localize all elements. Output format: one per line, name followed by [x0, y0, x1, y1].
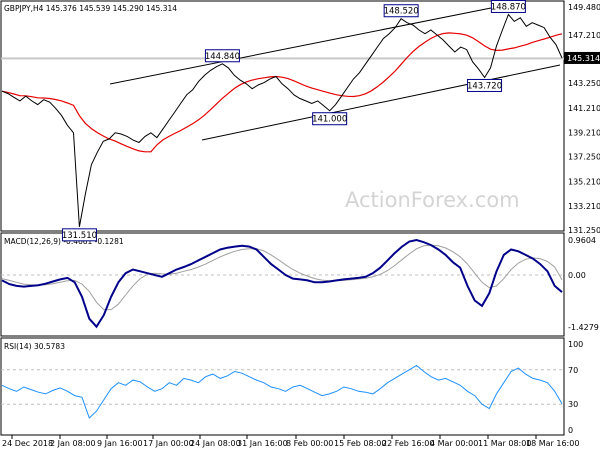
- watermark: ActionForex.com: [345, 188, 520, 212]
- macd-signal-line: [1, 244, 563, 311]
- x-tick-label: 18 Mar 16:00: [526, 439, 579, 448]
- rsi-line: [1, 364, 563, 419]
- price-panel-title: GBPJPY,H4 145.376 145.539 145.290 145.31…: [4, 4, 177, 13]
- price-annotation-label: 143.720: [467, 81, 502, 91]
- price-y-tick-label: 141.210: [568, 104, 600, 113]
- x-tick-label: 24 Dec 2018: [2, 439, 53, 448]
- price-line: [1, 13, 563, 227]
- price-annotation-label: 131.510: [62, 231, 97, 241]
- price-y-tick-label: 131.250: [568, 226, 600, 235]
- price-annotation-box: [204, 49, 240, 63]
- macd-panel-frame: [0, 232, 565, 337]
- rsi-y-tick-label: 100: [568, 340, 583, 349]
- rsi-y-tick-label: 70: [568, 366, 578, 375]
- macd-y-tick-label: -1.4279: [568, 323, 599, 332]
- price-y-tick-label: 139.210: [568, 129, 600, 138]
- price-annotation-label: 148.870: [491, 2, 526, 12]
- price-annotation-label: 148.520: [384, 7, 419, 17]
- channel-lower-line: [201, 64, 561, 141]
- x-tick-label: 8 Feb 00:00: [286, 439, 333, 448]
- x-tick-label: 24 Jan 08:00: [190, 439, 241, 448]
- rsi-panel-frame: [0, 337, 565, 436]
- price-y-tick-label: 149.480: [568, 3, 600, 12]
- x-tick-label: 31 Jan 16:00: [237, 439, 288, 448]
- x-tick-label: 9 Jan 16:00: [97, 439, 143, 448]
- price-annotation-box: [490, 0, 526, 13]
- macd-line: [1, 238, 563, 329]
- price-y-tick-label: 147.210: [568, 31, 600, 40]
- price-y-tick-label: 133.210: [568, 202, 600, 211]
- price-y-tick-label: 137.250: [568, 153, 600, 162]
- rsi-panel-title: RSI(14) 30.5783: [4, 342, 65, 351]
- channel-upper-line: [109, 6, 497, 85]
- rsi-y-tick-label: 30: [568, 400, 578, 409]
- x-tick-label: 11 Mar 08:00: [478, 439, 531, 448]
- price-annotations: 131.510 144.840 141.000 148.520 143.720 148.8…: [61, 0, 526, 242]
- x-tick-label: 2 Jan 08:00: [50, 439, 96, 448]
- price-y-tick-label: 135.210: [568, 178, 600, 187]
- price-annotation-box: [61, 228, 97, 242]
- moving-average-line: [1, 32, 563, 153]
- price-annotation-label: 141.000: [312, 115, 347, 125]
- price-annotation-label: 144.840: [205, 52, 240, 62]
- current-price-tag: [564, 51, 600, 64]
- x-tick-label: 17 Jan 00:00: [143, 439, 194, 448]
- current-price-tag-label: 145.314: [567, 54, 600, 63]
- macd-y-tick-label: 0.9604: [568, 236, 596, 245]
- price-annotation-box: [467, 78, 503, 92]
- price-annotation-box: [312, 112, 348, 126]
- x-tick-label: 22 Feb 16:00: [382, 439, 434, 448]
- x-tick-label: 4 Mar 00:00: [430, 439, 478, 448]
- macd-panel-title: MACD(12,26,9) -0.4661 -0.1281: [4, 237, 124, 246]
- price-y-tick-label: 143.250: [568, 79, 600, 88]
- price-panel-frame: [0, 0, 565, 232]
- y-axis-labels: 131.250 133.210 135.210 137.250 139.210 141.2…: [564, 3, 600, 435]
- macd-y-tick-label: 0.00: [568, 271, 586, 280]
- rsi-y-tick-label: 0: [568, 426, 573, 435]
- price-annotation-box: [383, 4, 419, 18]
- x-tick-label: 15 Feb 08:00: [334, 439, 386, 448]
